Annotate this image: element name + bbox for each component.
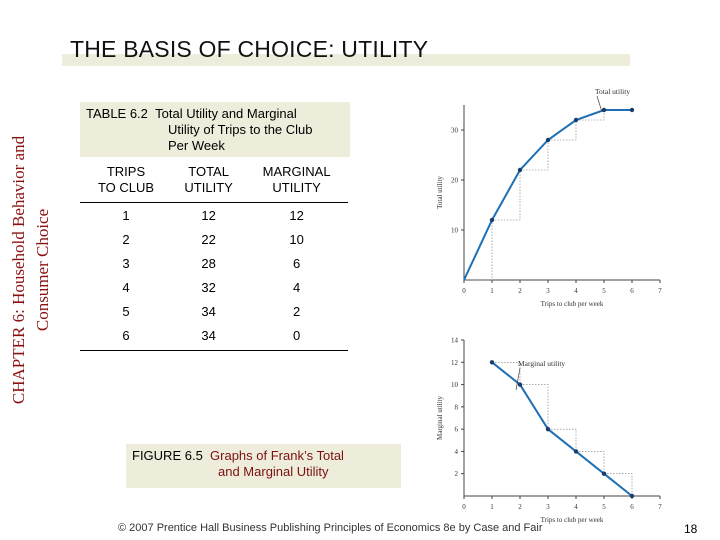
figure-caption-line1: FIGURE 6.5 Graphs of Frank’s Total (132, 448, 395, 464)
chapter-label-line2: Consumer Choice (33, 208, 53, 332)
y-tick-label: 6 (455, 426, 459, 434)
data-point (629, 107, 635, 113)
series-line (491, 361, 633, 497)
x-tick-label: 6 (630, 503, 634, 511)
table-row: 4 32 4 (122, 279, 301, 295)
y-axis-label: Marginal utility (436, 396, 444, 441)
table-row: 5 34 2 (122, 303, 301, 319)
x-tick-label: 0 (462, 503, 466, 511)
x-axis-label: Trips to club per week (541, 300, 604, 308)
step-guide (464, 220, 493, 281)
x-tick-label: 3 (546, 287, 550, 295)
x-tick-label: 5 (602, 503, 606, 511)
slide-title: THE BASIS OF CHOICE: UTILITY (70, 36, 429, 62)
x-tick-label: 7 (658, 287, 662, 295)
header-trips: TRIPS TO CLUB (97, 164, 155, 195)
page-number: 18 (684, 522, 698, 536)
x-tick-label: 1 (490, 503, 494, 511)
curve-label-pointer (515, 367, 521, 391)
x-tick-label: 6 (630, 287, 634, 295)
data-point (573, 449, 579, 454)
data-point (489, 217, 495, 223)
figure-caption-text1: Graphs of Frank’s Total (210, 448, 344, 463)
y-tick-label: 10 (451, 227, 459, 235)
y-tick-label: 30 (451, 127, 459, 135)
y-tick-label: 10 (451, 381, 459, 389)
table-header-row: TRIPS TO CLUB TOTAL UTILITY MARGINAL UTILIT… (80, 160, 348, 203)
step-guide (604, 473, 633, 496)
figure-caption: FIGURE 6.5 Graphs of Frank’s Total and M… (126, 444, 401, 488)
step-guide (520, 384, 549, 430)
copyright-footer: © 2007 Prentice Hall Business Publishing… (118, 522, 543, 534)
table-caption-label: TABLE 6.2 (86, 106, 148, 121)
series-line (463, 109, 632, 281)
table-row: 6 34 0 (80, 323, 348, 351)
x-tick-label: 2 (518, 287, 522, 295)
data-point (601, 471, 607, 476)
curve-label: Marginal utility (518, 359, 565, 368)
x-tick-label: 1 (490, 287, 494, 295)
x-tick-label: 2 (518, 503, 522, 511)
table-caption-line2: Utility of Trips to the Club (168, 122, 313, 137)
table-caption-line3: Per Week (168, 138, 225, 153)
table-row: 3 28 6 (122, 255, 301, 271)
step-guide (492, 170, 521, 221)
table-caption-text1: Total Utility and Marginal (155, 106, 297, 121)
curve-label: Total utility (595, 87, 630, 96)
step-guide (576, 451, 605, 474)
header-marginal-utility: MARGINAL UTILITY (262, 164, 331, 195)
figure-caption-label: FIGURE 6.5 (132, 448, 203, 463)
data-point (517, 382, 523, 387)
table-row: 1 12 12 (122, 207, 304, 223)
step-guide (548, 428, 577, 452)
utility-table: TRIPS TO CLUB TOTAL UTILITY MARGINAL UTILIT… (80, 160, 348, 351)
data-point (573, 117, 579, 123)
x-tick-label: 7 (658, 503, 662, 511)
x-tick-label: 4 (574, 287, 578, 295)
header-total-utility: TOTAL UTILITY (184, 164, 233, 195)
y-tick-label: 20 (451, 177, 459, 185)
data-point (629, 493, 635, 499)
x-tick-label: 4 (574, 503, 578, 511)
y-tick-label: 12 (451, 359, 459, 367)
step-guide (576, 110, 605, 121)
chapter-label-line1: CHAPTER 6: Household Behavior and (9, 135, 29, 405)
figure-caption-line2: and Marginal Utility (218, 464, 329, 479)
step-guide (520, 140, 549, 171)
y-tick-label: 4 (455, 448, 459, 456)
x-tick-label: 5 (602, 287, 606, 295)
data-point (489, 360, 495, 365)
step-guide (548, 120, 577, 141)
table-caption-line1: TABLE 6.2 Total Utility and Marginal (86, 106, 344, 122)
data-point (545, 137, 551, 143)
data-point (545, 426, 551, 432)
total-utility-chart: 0 1 2 3 4 5 6 7 10 20 30 Total utility Trips to club… (436, 87, 662, 308)
table-row: 2 22 10 (122, 231, 304, 247)
y-axis-label: Total utility (436, 176, 444, 209)
x-axis-label: Trips to club per week (541, 516, 604, 524)
step-guide (492, 361, 521, 385)
y-tick-label: 8 (455, 403, 459, 411)
x-tick-label: 0 (462, 287, 466, 295)
curve-label-pointer (596, 95, 603, 113)
x-tick-label: 3 (546, 503, 550, 511)
data-point (517, 167, 523, 173)
chapter-side-label: CHAPTER 6: Household Behavior and Consum… (0, 60, 62, 480)
table-caption: TABLE 6.2 Total Utility and Marginal Uti… (80, 102, 350, 157)
y-tick-label: 14 (451, 337, 459, 345)
data-point (601, 107, 607, 113)
y-tick-label: 2 (455, 470, 459, 478)
